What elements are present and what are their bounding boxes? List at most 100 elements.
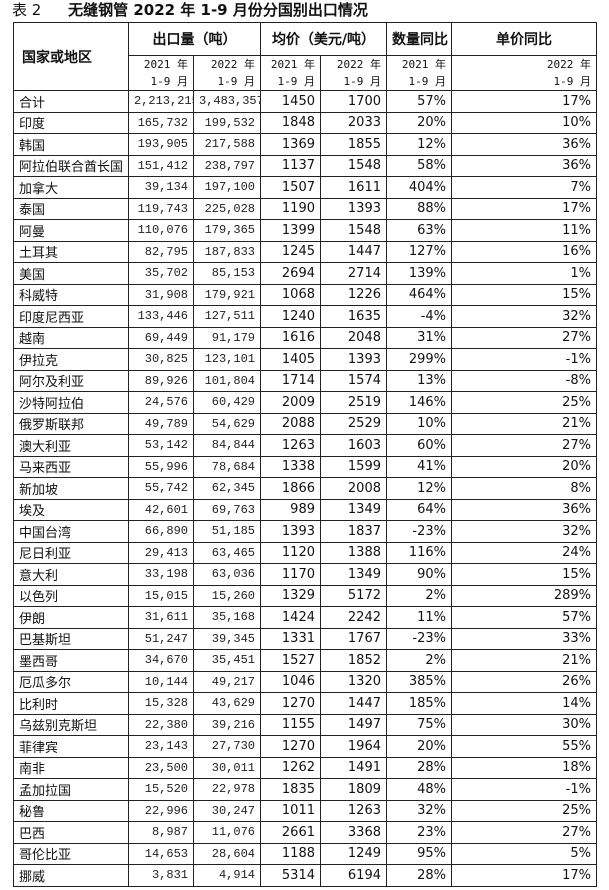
volume-yoy: 23%: [386, 821, 452, 844]
price-yoy: -8%: [451, 369, 597, 392]
header-price-yoy: 单价同比: [451, 22, 597, 56]
volume-2021: 89,926: [128, 369, 194, 392]
price-yoy: 36%: [451, 154, 597, 177]
table-row: 阿曼 110,076 179,365 1399 1548 63% 11%: [13, 219, 597, 242]
table-row: 加拿大 39,134 197,100 1507 1611 404% 7%: [13, 176, 597, 199]
volume-2022: 84,844: [193, 434, 261, 457]
table-row: 墨西哥 34,670 35,451 1527 1852 2% 21%: [13, 649, 597, 672]
volume-2022: 35,168: [193, 606, 261, 629]
volume-2022: 4,914: [193, 864, 261, 887]
volume-2022: 11,076: [193, 821, 261, 844]
table-row: 意大利 33,198 63,036 1170 1349 90% 15%: [13, 563, 597, 586]
price-2022: 1349: [320, 563, 387, 586]
price-yoy: 18%: [451, 756, 597, 779]
country-name: 比利时: [13, 692, 129, 715]
volume-2021: 15,328: [128, 692, 194, 715]
volume-2022: 3,483,357: [193, 90, 261, 113]
volume-yoy: 146%: [386, 391, 452, 414]
price-2022: 1603: [320, 434, 387, 457]
price-2022: 1226: [320, 283, 387, 306]
volume-2021: 22,380: [128, 713, 194, 736]
price-2022: 1349: [320, 498, 387, 521]
volume-2021: 23,143: [128, 735, 194, 758]
country-name: 中国台湾: [13, 520, 129, 543]
price-2021: 1120: [260, 541, 321, 564]
volume-yoy: 48%: [386, 778, 452, 801]
price-yoy: 8%: [451, 477, 597, 500]
table-row: 俄罗斯联邦 49,789 54,629 2088 2529 10% 21%: [13, 412, 597, 435]
header-period-line: 1-9 月: [553, 75, 592, 88]
table-row: 乌兹别克斯坦 22,380 39,216 1155 1497 75% 30%: [13, 713, 597, 736]
country-name: 巴西: [13, 821, 129, 844]
volume-yoy: 116%: [386, 541, 452, 564]
header-period-line: 1-9 月: [277, 75, 316, 88]
price-2021: 1331: [260, 627, 321, 650]
volume-yoy: 2%: [386, 584, 452, 607]
table-row: 越南 69,449 91,179 1616 2048 31% 27%: [13, 326, 597, 349]
price-yoy: 36%: [451, 133, 597, 156]
price-2022: 2714: [320, 262, 387, 285]
price-2021: 1046: [260, 670, 321, 693]
country-name: 加拿大: [13, 176, 129, 199]
table-row: 南非 23,500 30,011 1262 1491 28% 18%: [13, 756, 597, 779]
volume-yoy: 20%: [386, 735, 452, 758]
table-row: 巴西 8,987 11,076 2661 3368 23% 27%: [13, 821, 597, 844]
price-2021: 1405: [260, 348, 321, 371]
table-row: 美国 35,702 85,153 2694 2714 139% 1%: [13, 262, 597, 285]
price-yoy: 27%: [451, 326, 597, 349]
price-2021: 1714: [260, 369, 321, 392]
price-yoy: 17%: [451, 90, 597, 113]
price-2021: 1399: [260, 219, 321, 242]
price-2021: 1270: [260, 692, 321, 715]
volume-yoy: 90%: [386, 563, 452, 586]
price-2022: 1837: [320, 520, 387, 543]
price-2021: 1369: [260, 133, 321, 156]
country-name: 马来西亚: [13, 455, 129, 478]
volume-2021: 35,702: [128, 262, 194, 285]
price-yoy: 30%: [451, 713, 597, 736]
country-name: 阿曼: [13, 219, 129, 242]
header-country: 国家或地区: [13, 22, 129, 91]
volume-2022: 85,153: [193, 262, 261, 285]
header-period-line: 2021 年: [270, 58, 315, 71]
header-period: 2021 年 1-9 月: [386, 55, 452, 91]
country-name: 伊拉克: [13, 348, 129, 371]
volume-2021: 69,449: [128, 326, 194, 349]
volume-yoy: 60%: [386, 434, 452, 457]
volume-2022: 43,629: [193, 692, 261, 715]
volume-yoy: -4%: [386, 305, 452, 328]
volume-2021: 23,500: [128, 756, 194, 779]
header-period: 2022 年 1-9 月: [451, 55, 597, 91]
price-2021: 1393: [260, 520, 321, 543]
price-yoy: 5%: [451, 842, 597, 865]
price-2022: 1855: [320, 133, 387, 156]
volume-yoy: -23%: [386, 627, 452, 650]
price-yoy: 32%: [451, 520, 597, 543]
volume-2022: 238,797: [193, 154, 261, 177]
volume-2022: 27,730: [193, 735, 261, 758]
volume-2021: 22,996: [128, 799, 194, 822]
volume-yoy: 13%: [386, 369, 452, 392]
price-2022: 1574: [320, 369, 387, 392]
volume-2021: 29,413: [128, 541, 194, 564]
header-period-line: 2022 年: [336, 58, 381, 71]
header-period-line: 2022 年: [546, 58, 591, 71]
volume-2022: 15,260: [193, 584, 261, 607]
volume-2022: 51,185: [193, 520, 261, 543]
volume-2021: 15,520: [128, 778, 194, 801]
volume-yoy: 404%: [386, 176, 452, 199]
price-yoy: 15%: [451, 563, 597, 586]
price-2021: 1866: [260, 477, 321, 500]
country-name: 阿尔及利亚: [13, 369, 129, 392]
country-name: 伊朗: [13, 606, 129, 629]
header-period: 2021 年 1-9 月: [260, 55, 321, 91]
price-2021: 1245: [260, 240, 321, 263]
volume-yoy: 64%: [386, 498, 452, 521]
price-2022: 2242: [320, 606, 387, 629]
volume-2022: 187,833: [193, 240, 261, 263]
country-name: 尼日利亚: [13, 541, 129, 564]
table-caption: 表 2 无缝钢管 2022 年 1-9 月份分国别出口情况: [12, 0, 368, 20]
country-name: 土耳其: [13, 240, 129, 263]
price-2021: 1262: [260, 756, 321, 779]
price-2022: 1767: [320, 627, 387, 650]
